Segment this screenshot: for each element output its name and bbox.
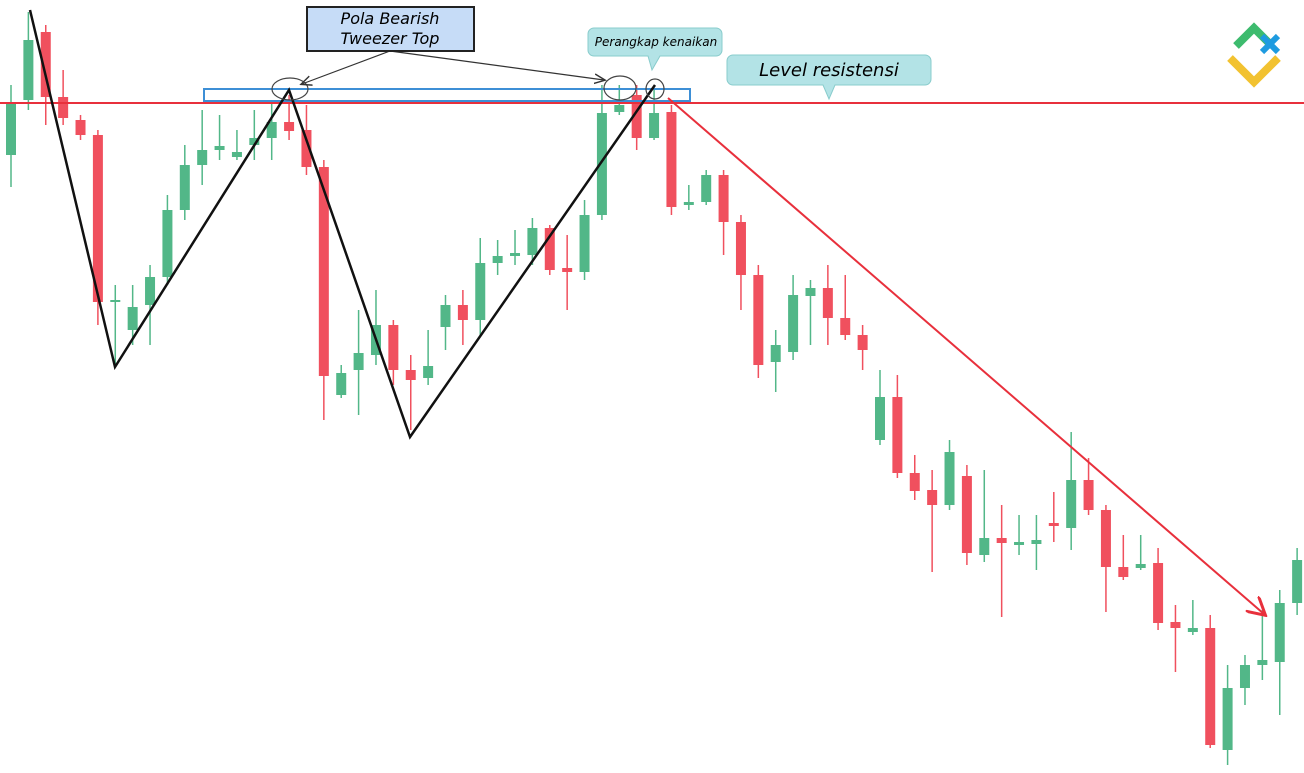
pattern-label: Pola Bearish (341, 9, 440, 28)
candle-body (1100, 510, 1111, 567)
candle-body (1274, 603, 1285, 662)
candle-body (544, 228, 555, 270)
candle-body (301, 130, 312, 167)
candle-body (701, 175, 712, 202)
candle-body (318, 167, 329, 376)
candle-body (75, 120, 86, 135)
candle-body (735, 222, 746, 275)
candle-body (1170, 622, 1181, 628)
candle-body (631, 95, 642, 138)
candle-body (492, 256, 503, 263)
candle-body (58, 97, 69, 118)
candle-body (961, 476, 972, 553)
candle-body (1083, 480, 1094, 510)
candle-body (266, 122, 277, 138)
candle-body (527, 228, 538, 255)
candle-body (388, 325, 399, 370)
resistance-callout (726, 54, 932, 101)
candle-body (1048, 523, 1059, 526)
candle-body (92, 135, 103, 302)
candle-body (718, 175, 729, 222)
trap-label: Perangkap kenaikan (595, 35, 717, 49)
candle-body (614, 105, 625, 112)
candle-body (753, 275, 764, 365)
trend-arrow (667, 97, 1264, 614)
candle-body (1031, 540, 1042, 544)
candle-body (457, 305, 468, 320)
candle-body (944, 452, 955, 505)
candle-body (1222, 688, 1233, 750)
candle-body (231, 152, 242, 157)
candle-body (127, 307, 138, 330)
candle-body (1153, 563, 1164, 623)
pointer (302, 50, 391, 84)
candle-body (6, 103, 16, 155)
candle-body (822, 288, 833, 318)
candle-body (996, 538, 1007, 543)
candle-body (197, 150, 208, 165)
candle-body (1257, 660, 1268, 665)
trap-ellipse (645, 78, 665, 100)
pattern-box (306, 6, 475, 52)
candle-body (875, 397, 885, 440)
candle-body (683, 202, 694, 205)
candles (6, 12, 1303, 765)
candle-body (909, 473, 920, 491)
candle-body (1292, 560, 1303, 603)
candle-body (162, 210, 173, 277)
candle-body (23, 40, 34, 100)
candle-body (353, 353, 364, 370)
candle-body (927, 490, 938, 505)
candle-body (892, 397, 903, 473)
candle-body (770, 345, 781, 362)
candle-body (579, 215, 590, 272)
candle-body (1118, 567, 1129, 577)
candle-body (1135, 564, 1146, 568)
candle-body (110, 300, 121, 302)
candle-body (1066, 480, 1077, 528)
candle-body (788, 295, 799, 352)
top-ellipse (271, 77, 309, 101)
candle-body (1239, 665, 1250, 688)
candle-body (979, 538, 990, 555)
candle-body (1187, 628, 1198, 632)
resistance-label: Level resistensi (759, 60, 899, 81)
candle-body (405, 370, 416, 380)
logo (1227, 22, 1281, 88)
candle-body (249, 138, 260, 145)
zigzag (28, 9, 657, 440)
candle-body (510, 253, 521, 256)
candle-body (562, 268, 573, 272)
candle-body (1205, 628, 1216, 745)
candle-body (40, 32, 51, 97)
top-ellipse (603, 75, 637, 101)
trap-callout (587, 27, 723, 72)
candle-body (666, 112, 677, 207)
candle-body (423, 366, 434, 378)
candle-body (145, 277, 156, 305)
candle-body (805, 288, 816, 296)
candle-body (596, 113, 607, 215)
candle-body (840, 318, 851, 335)
candle-body (284, 122, 295, 131)
candle-body (475, 263, 486, 320)
candle-body (857, 335, 868, 350)
candle-body (649, 113, 660, 138)
candle-body (214, 146, 225, 150)
tweezer-zone (203, 88, 691, 102)
pattern-label: Tweezer Top (341, 29, 440, 48)
candle-body (440, 305, 451, 327)
candle-body (336, 373, 347, 395)
candle-body (1014, 542, 1025, 545)
candle-body (179, 165, 190, 210)
pointer (389, 50, 604, 80)
